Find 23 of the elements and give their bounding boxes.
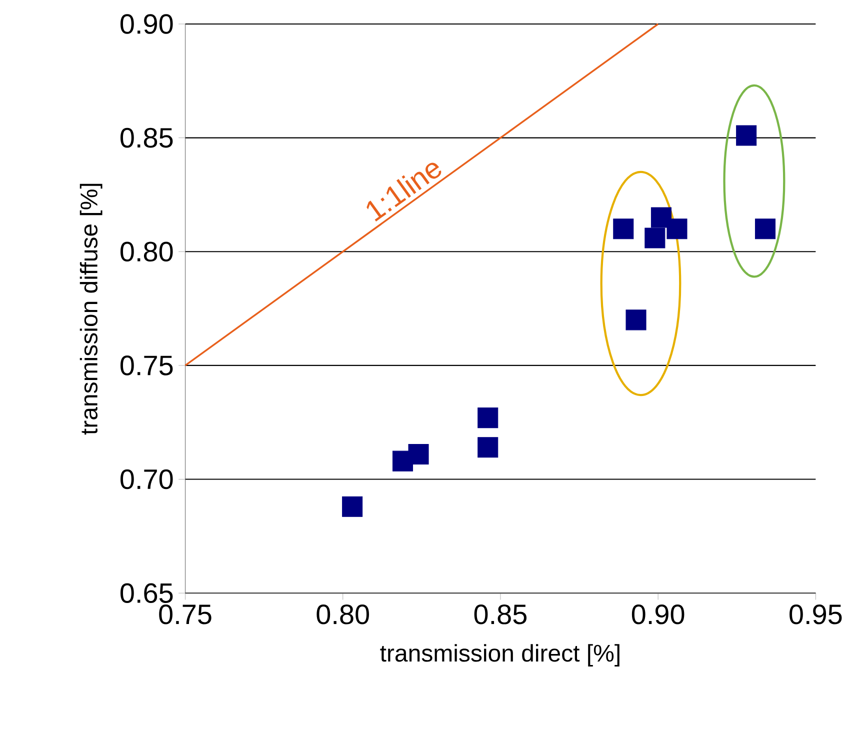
y-tick-label: 0.80 <box>120 242 173 262</box>
point <box>666 218 688 239</box>
x-tick-label: 0.85 <box>474 604 527 624</box>
y-tick-label: 0.70 <box>120 469 173 489</box>
point <box>478 436 498 458</box>
point <box>644 228 666 248</box>
point <box>754 218 776 239</box>
point <box>626 309 646 330</box>
y-tick-label: 0.75 <box>120 355 173 376</box>
point <box>613 218 634 239</box>
y-axis-title: transmission diffuse [%] <box>80 184 102 434</box>
y-tick-label: 0.65 <box>120 583 173 603</box>
point <box>478 407 498 428</box>
x-tick-label: 0.90 <box>632 604 684 624</box>
point <box>408 444 429 464</box>
point <box>736 125 757 146</box>
x-tick-label: 0.75 <box>159 604 212 624</box>
x-tick-label: 0.95 <box>790 604 842 624</box>
x-axis-title: transmission direct [%] <box>380 644 620 666</box>
x-tick-label: 0.80 <box>316 604 369 624</box>
point <box>342 496 363 517</box>
y-tick-label: 0.90 <box>120 14 173 34</box>
y-tick-label: 0.85 <box>120 128 173 148</box>
